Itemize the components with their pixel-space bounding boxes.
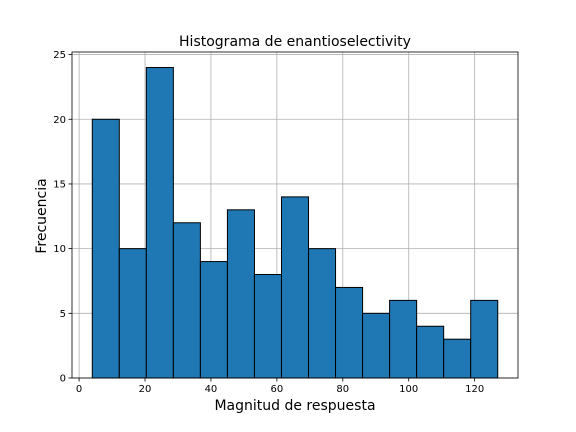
histogram-bar (389, 299, 418, 379)
axes-frame (71, 51, 519, 379)
histogram-bar (145, 67, 174, 379)
histogram-bar (416, 325, 445, 379)
y-tick-label: 15 (53, 179, 66, 190)
y-ticks: 0 5 10 15 20 25 (53, 50, 72, 385)
x-axis-label: Magnitud de respuesta (214, 398, 375, 414)
histogram-bar (280, 196, 310, 379)
histogram-bar (308, 248, 337, 379)
histogram-bar (443, 338, 472, 379)
x-tick-label: 20 (139, 384, 152, 395)
y-tick-label: 20 (53, 115, 66, 126)
y-tick-label: 10 (53, 244, 66, 255)
x-tick-label: 0 (76, 384, 82, 395)
x-tick-label: 120 (465, 384, 484, 395)
x-tick-label: 60 (271, 384, 284, 395)
bars-group (91, 67, 499, 379)
histogram-bar (470, 299, 499, 379)
histogram-bar (91, 118, 120, 379)
histogram-bar (253, 274, 282, 379)
x-ticks: 0 20 40 60 80 100 120 (76, 378, 484, 395)
y-tick-label: 0 (60, 374, 66, 385)
x-tick-label: 100 (399, 384, 418, 395)
chart-title: Histograma de enantioselectivity (179, 34, 411, 50)
x-tick-label: 40 (205, 384, 218, 395)
histogram-bar (335, 286, 364, 379)
histogram-bar (362, 312, 391, 379)
x-tick-label: 80 (336, 384, 349, 395)
histogram-bar (199, 261, 228, 379)
histogram-bar (172, 222, 201, 379)
y-tick-label: 5 (60, 309, 66, 320)
y-tick-label: 25 (53, 50, 66, 61)
y-axis-label: Frecuencia (34, 178, 50, 253)
histogram-bar (118, 248, 147, 379)
histogram-bar (226, 209, 255, 379)
